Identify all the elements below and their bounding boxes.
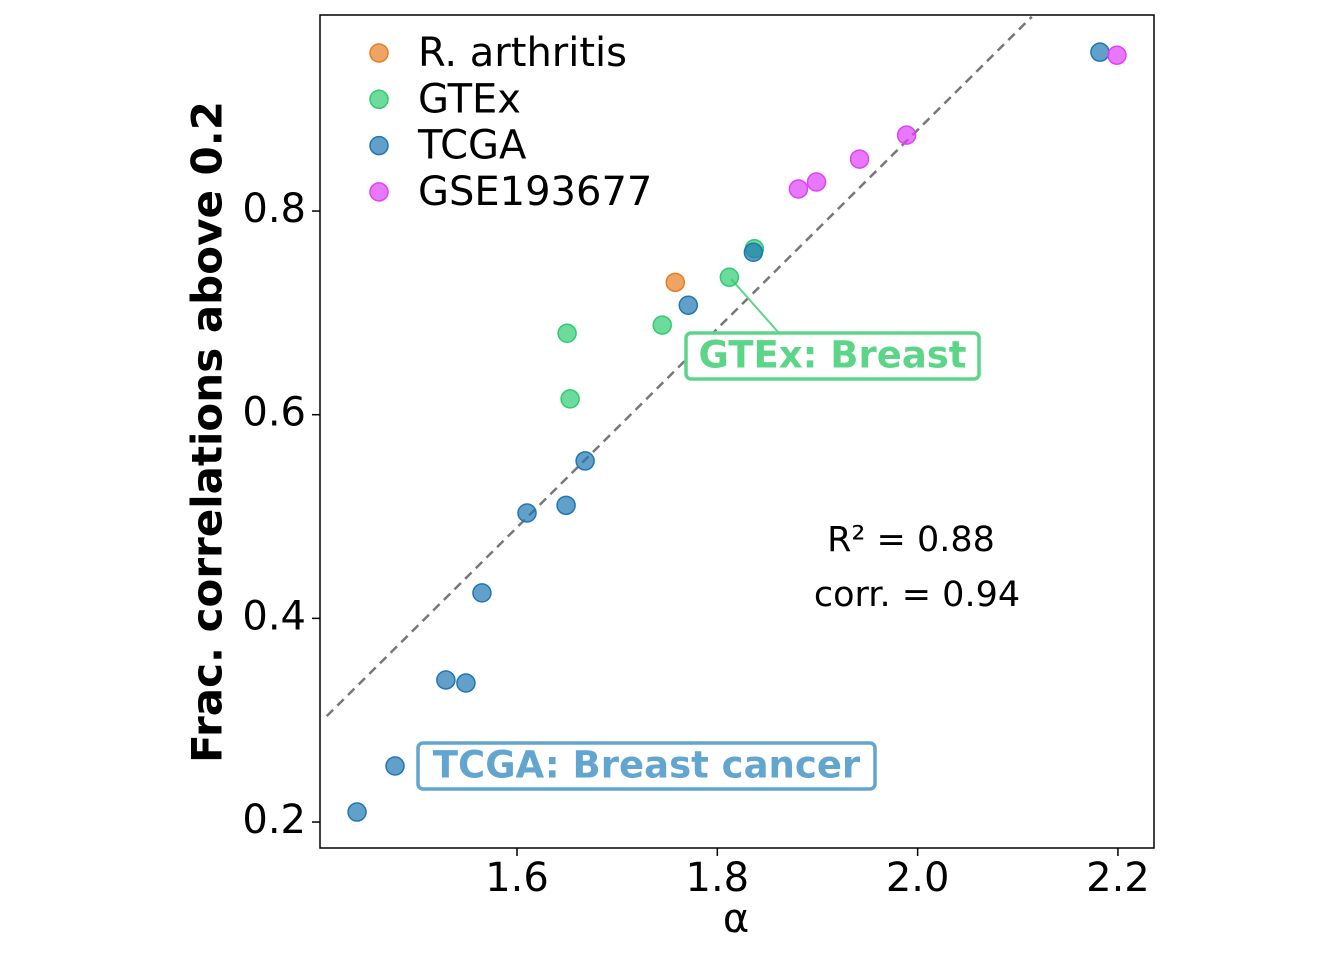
x-tick-label: 1.8	[686, 855, 750, 901]
x-axis-label: α	[723, 896, 749, 942]
point	[575, 451, 595, 471]
x-tick-label: 1.6	[485, 855, 549, 901]
point	[385, 756, 405, 776]
annotation-text: TCGA: Breast cancer	[433, 744, 861, 787]
point	[678, 295, 699, 315]
point	[560, 389, 580, 409]
point	[436, 670, 456, 690]
y-tick-label: 0.2	[242, 797, 306, 843]
point	[806, 172, 827, 192]
annotation-box	[684, 331, 981, 381]
legend-label: GTEx	[418, 76, 521, 122]
point	[1107, 45, 1127, 65]
point	[517, 503, 537, 523]
plot-frame	[319, 14, 1155, 849]
annotation-text: GTEx: Breast	[699, 334, 967, 377]
y-tick-label: 0.4	[242, 593, 306, 639]
legend-marker	[369, 89, 389, 110]
legend-marker	[369, 135, 389, 156]
x-tick-label: 2.0	[886, 855, 950, 901]
y-tick-label: 0.8	[242, 186, 306, 232]
point	[347, 802, 367, 822]
stat-text: corr. = 0.94	[814, 575, 1020, 615]
point	[743, 242, 764, 263]
y-tick-label: 0.6	[242, 390, 306, 436]
point	[456, 673, 476, 693]
point	[652, 315, 672, 335]
annotation-arrow	[730, 278, 779, 333]
point	[719, 267, 740, 287]
point	[557, 323, 577, 343]
legend-label: R. arthritis	[418, 30, 627, 76]
point	[896, 125, 917, 145]
point	[472, 583, 492, 603]
legend-marker	[369, 43, 389, 63]
annotation-box	[416, 741, 877, 791]
x-tick-label: 2.2	[1086, 855, 1150, 901]
y-axis-label: Frac. correlations above 0.2	[183, 101, 232, 763]
point	[665, 272, 686, 293]
point	[1090, 42, 1110, 62]
point	[788, 179, 809, 199]
legend-label: GSE193677	[418, 169, 652, 215]
point	[556, 495, 576, 516]
legend-label: TCGA	[417, 123, 527, 169]
stat-text: R² = 0.88	[827, 520, 995, 560]
point	[849, 149, 870, 169]
legend-marker	[369, 182, 389, 202]
